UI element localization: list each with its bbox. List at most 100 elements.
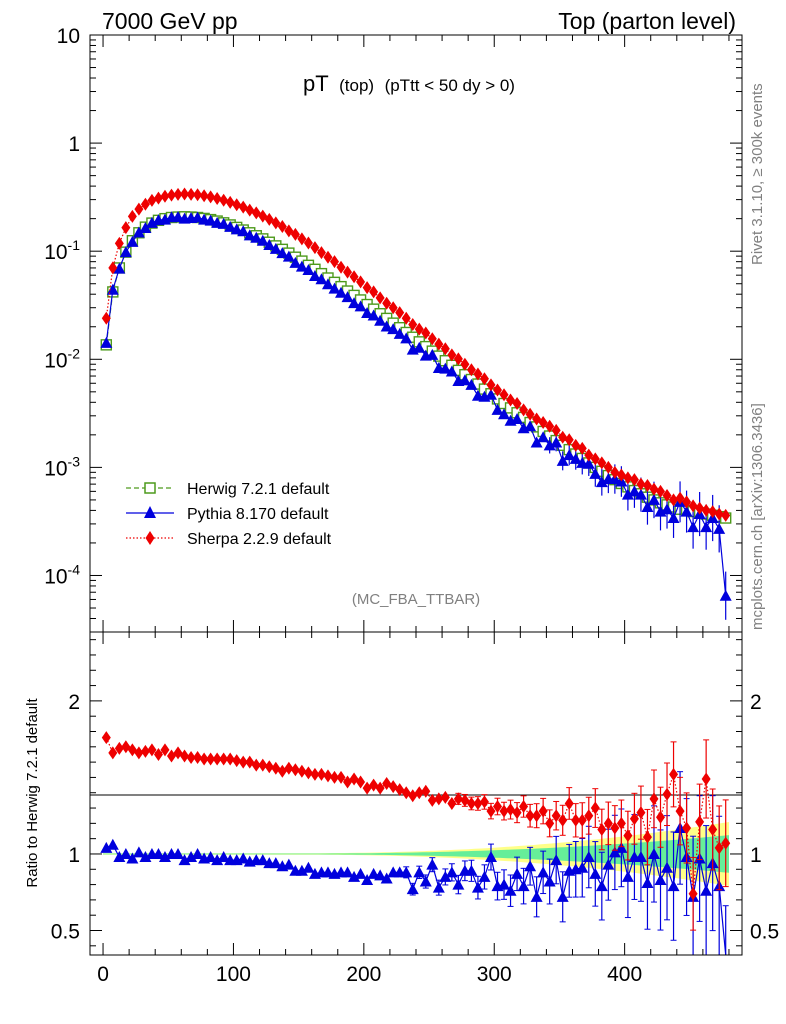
data-point-pythia bbox=[569, 452, 582, 464]
ratio-point-sherpa bbox=[486, 804, 496, 818]
ratio-point-sherpa bbox=[199, 752, 209, 766]
ratio-point-pythia bbox=[211, 854, 224, 866]
data-point-sherpa bbox=[460, 357, 470, 371]
data-point-sherpa bbox=[121, 221, 131, 235]
data-point-pythia bbox=[380, 320, 393, 332]
x-tick-label: 100 bbox=[216, 963, 251, 986]
data-point-sherpa bbox=[486, 378, 496, 392]
data-point-sherpa bbox=[212, 192, 222, 206]
data-point-pythia bbox=[621, 488, 634, 500]
ratio-point-pythia bbox=[406, 883, 419, 895]
data-point-pythia bbox=[237, 225, 250, 237]
ratio-point-pythia bbox=[178, 854, 191, 866]
ratio-point-pythia bbox=[295, 864, 308, 876]
ratio-point-pythia bbox=[478, 870, 491, 882]
data-point-sherpa bbox=[538, 416, 548, 430]
data-point-pythia bbox=[328, 282, 341, 294]
data-point-sherpa bbox=[525, 407, 535, 421]
ratio-point-sherpa bbox=[153, 747, 163, 761]
ratio-point-sherpa bbox=[108, 746, 118, 760]
data-point-sherpa bbox=[597, 456, 607, 470]
data-point-pythia bbox=[354, 300, 367, 312]
data-point-sherpa bbox=[193, 188, 203, 202]
ratio-y-tick-label-left: 1 bbox=[68, 844, 80, 867]
series-line-herwig bbox=[105, 216, 726, 519]
data-point-pythia bbox=[563, 449, 576, 461]
data-point-sherpa bbox=[662, 488, 672, 502]
ratio-point-pythia bbox=[237, 852, 250, 864]
x-tick-label: 400 bbox=[607, 963, 642, 986]
ratio-point-sherpa bbox=[375, 781, 385, 795]
plot-title-main: pT bbox=[303, 71, 329, 96]
ratio-point-pythia bbox=[439, 870, 452, 882]
mcplots-reference-label: mcplots.cern.ch [arXiv:1306.3436] bbox=[749, 403, 766, 630]
data-point-sherpa bbox=[564, 433, 574, 447]
data-point-sherpa bbox=[427, 332, 437, 346]
ratio-point-sherpa bbox=[212, 752, 222, 766]
ratio-plot-frame bbox=[89, 631, 743, 956]
ratio-point-sherpa bbox=[414, 786, 424, 800]
ratio-point-sherpa bbox=[564, 796, 574, 810]
ratio-point-pythia bbox=[132, 846, 145, 858]
ratio-point-pythia bbox=[354, 867, 367, 879]
data-point-sherpa bbox=[225, 195, 235, 209]
ratio-point-sherpa bbox=[603, 816, 613, 830]
ratio-point-sherpa bbox=[473, 796, 483, 810]
ratio-point-pythia bbox=[517, 880, 530, 892]
ratio-point-sherpa bbox=[629, 812, 639, 826]
data-point-sherpa bbox=[206, 190, 216, 204]
ratio-point-sherpa bbox=[493, 800, 502, 814]
ratio-point-pythia bbox=[152, 847, 165, 859]
legend-label-herwig: Herwig 7.2.1 default bbox=[187, 481, 330, 498]
ratio-point-sherpa bbox=[160, 743, 170, 757]
ratio-point-sherpa bbox=[447, 796, 457, 810]
ratio-point-sherpa bbox=[310, 767, 320, 781]
data-point-sherpa bbox=[140, 197, 150, 211]
ratio-point-pythia bbox=[374, 869, 387, 881]
analysis-label: (MC_FBA_TTBAR) bbox=[352, 591, 480, 608]
ratio-point-sherpa bbox=[688, 887, 698, 901]
ratio-point-sherpa bbox=[323, 769, 333, 783]
ratio-y-tick-label-left: 2 bbox=[68, 691, 80, 714]
data-point-sherpa bbox=[479, 372, 489, 386]
data-point-sherpa bbox=[714, 507, 724, 521]
ratio-point-sherpa bbox=[101, 731, 111, 745]
ratio-point-sherpa bbox=[656, 810, 665, 824]
legend-marker-herwig bbox=[144, 482, 156, 494]
data-point-sherpa bbox=[512, 396, 522, 410]
legend-entry-sherpa: Sherpa 2.2.9 default bbox=[126, 531, 332, 548]
data-point-sherpa bbox=[199, 189, 209, 203]
data-point-pythia bbox=[400, 332, 413, 344]
ratio-point-pythia bbox=[661, 861, 674, 873]
legend-entry-pythia: Pythia 8.170 default bbox=[126, 506, 329, 523]
ratio-point-pythia bbox=[667, 880, 680, 892]
ratio-point-pythia bbox=[589, 867, 602, 879]
ratio-point-pythia bbox=[204, 851, 217, 863]
ratio-point-pythia bbox=[217, 851, 230, 863]
ratio-y-tick-label-right: 1 bbox=[750, 844, 762, 867]
data-point-pythia bbox=[361, 307, 374, 319]
ratio-point-pythia bbox=[524, 860, 537, 872]
data-point-pythia bbox=[641, 501, 654, 513]
ratio-point-sherpa bbox=[336, 770, 346, 784]
data-point-pythia bbox=[282, 250, 295, 262]
ratio-point-sherpa bbox=[206, 752, 216, 766]
ratio-point-pythia bbox=[595, 880, 608, 892]
ratio-point-pythia bbox=[634, 851, 647, 863]
ratio-point-sherpa bbox=[290, 763, 300, 777]
ratio-point-sherpa bbox=[519, 800, 529, 814]
data-point-pythia bbox=[537, 431, 550, 443]
ratio-y-axis-label: Ratio to Herwig 7.2.1 default bbox=[24, 698, 41, 888]
ratio-point-sherpa bbox=[538, 804, 548, 818]
data-point-pythia bbox=[511, 413, 524, 425]
ratio-point-pythia bbox=[537, 866, 550, 878]
data-point-pythia bbox=[341, 291, 354, 303]
ratio-y-tick-label-right: 2 bbox=[750, 691, 762, 714]
ratio-point-pythia bbox=[158, 851, 171, 863]
y-tick-label: 10 bbox=[57, 25, 80, 48]
rivet-version-label: Rivet 3.1.10, ≥ 300k events bbox=[749, 83, 766, 265]
data-point-pythia bbox=[308, 269, 321, 281]
ratio-point-sherpa bbox=[238, 755, 248, 769]
ratio-point-pythia bbox=[380, 872, 393, 884]
legend: Herwig 7.2.1 default Pythia 8.170 defaul… bbox=[126, 481, 332, 548]
